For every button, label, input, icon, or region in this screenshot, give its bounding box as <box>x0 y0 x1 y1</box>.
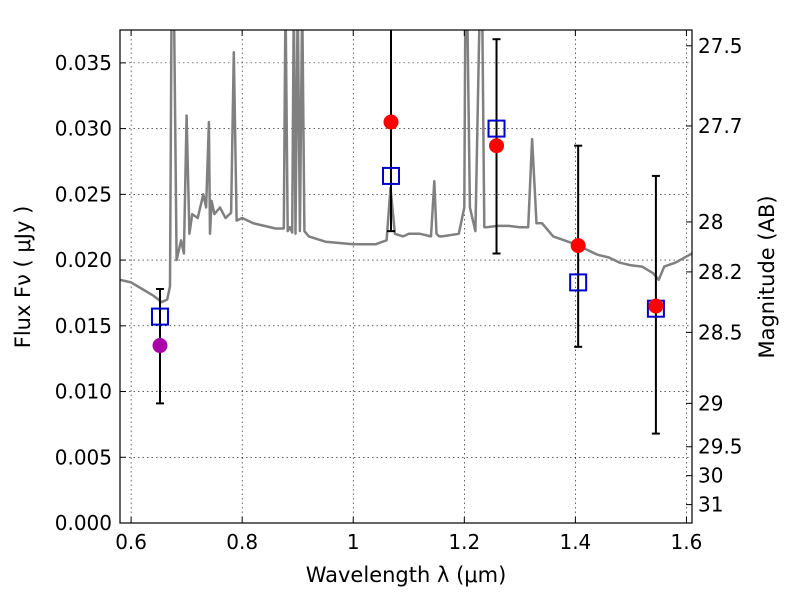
observed-flux-point <box>152 338 168 354</box>
mag-tick-label: 30 <box>698 464 723 488</box>
mag-tick-label: 27.7 <box>698 114 743 138</box>
x-tick-label: 0.8 <box>226 530 258 554</box>
mag-tick-label: 28.2 <box>698 260 743 284</box>
y-axis-label: Flux Fν ( μJy ) <box>11 206 35 349</box>
x-tick-label: 0.6 <box>115 530 147 554</box>
grid-lines <box>120 30 692 524</box>
model-photometry-square <box>150 307 169 326</box>
observed-flux-point <box>489 138 505 154</box>
model-spectrum-layer <box>120 30 692 304</box>
y-tick-label: 0.025 <box>55 182 112 206</box>
x-axis-label: Wavelength λ (μm) <box>306 563 507 587</box>
observed-points-layer <box>152 114 664 354</box>
x-tick-label: 1 <box>347 530 360 554</box>
model-photometry-square <box>569 273 588 292</box>
error-bars-layer <box>155 30 660 435</box>
y-tick-label: 0.015 <box>55 314 112 338</box>
observed-flux-point <box>648 298 664 314</box>
mag-tick-label: 29 <box>698 391 723 415</box>
y-tick-label: 0.000 <box>55 511 112 535</box>
plot-frame <box>119 29 693 524</box>
y-tick-label: 0.005 <box>55 445 112 469</box>
mag-tick-label: 29.5 <box>698 435 743 459</box>
x-tick-label: 1.6 <box>671 530 703 554</box>
axes-ticks: 0.6 0.8 1 1.2 1.4 1.6 0.000 0.005 0.010 0.015 0.02… <box>55 30 743 554</box>
model-photometry-square <box>487 119 506 138</box>
x-tick-label: 1.4 <box>559 530 591 554</box>
observed-flux-point <box>383 114 399 130</box>
mag-tick-label: 31 <box>698 493 723 517</box>
y-tick-label: 0.010 <box>55 380 112 404</box>
model-spectrum-line <box>120 30 692 304</box>
y-tick-label: 0.035 <box>55 51 112 75</box>
observed-flux-point <box>570 238 586 254</box>
model-photometry-layer <box>150 119 665 326</box>
model-photometry-square <box>382 166 401 185</box>
y-axis-right-label: Magnitude (AB) <box>755 195 779 358</box>
mag-tick-label: 28.5 <box>698 320 743 344</box>
y-tick-label: 0.020 <box>55 248 112 272</box>
x-tick-label: 1.2 <box>448 530 480 554</box>
mag-tick-label: 27.5 <box>698 34 743 58</box>
y-tick-label: 0.030 <box>55 117 112 141</box>
mag-tick-label: 28 <box>698 210 723 234</box>
